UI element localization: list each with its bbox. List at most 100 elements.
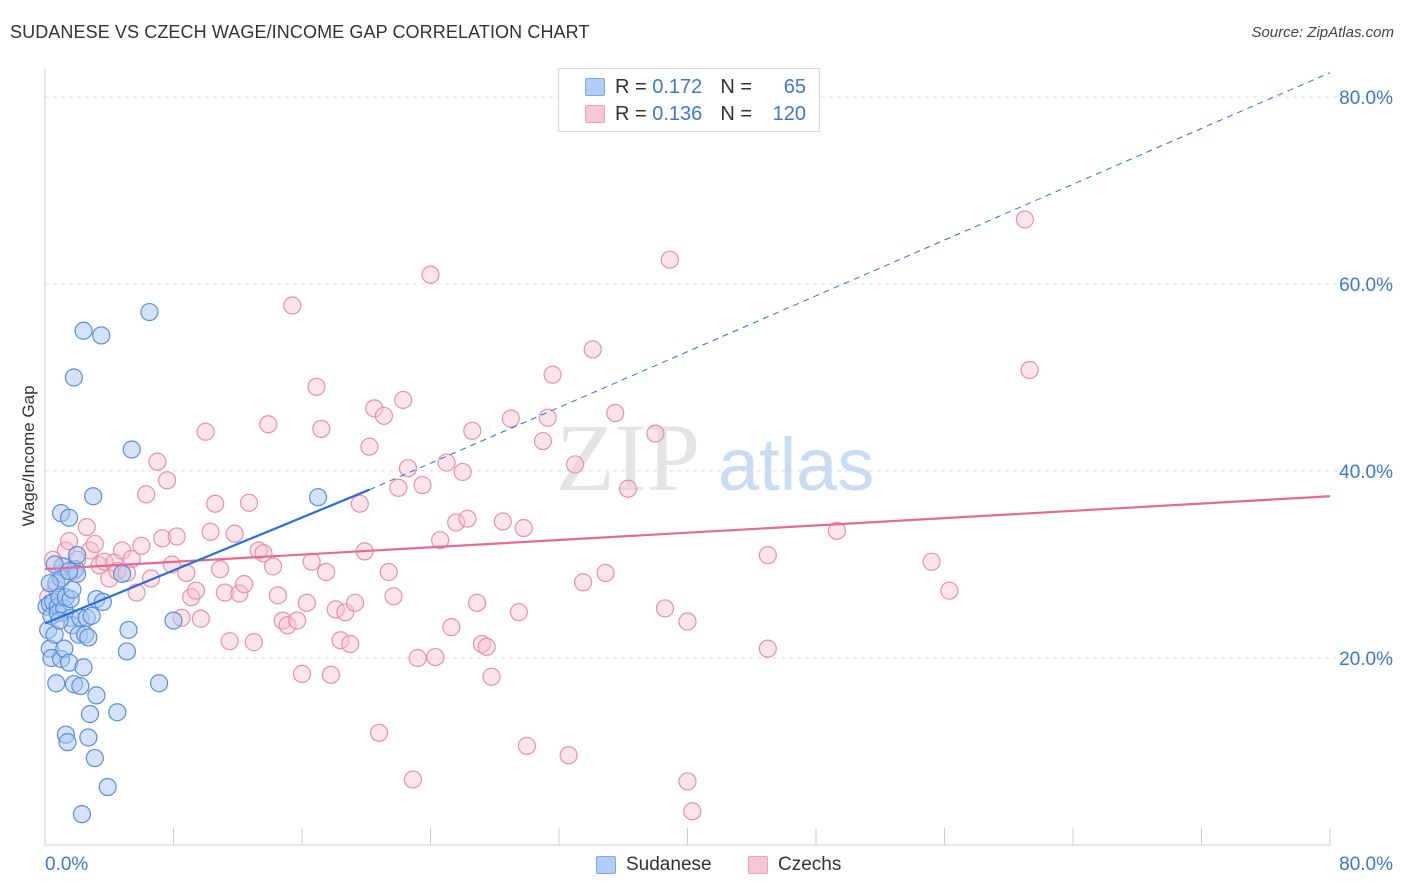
sudanese-point xyxy=(122,440,141,459)
czech-point xyxy=(244,633,263,652)
sudanese-point xyxy=(119,620,138,640)
czech-point xyxy=(210,560,230,579)
sudanese-point xyxy=(79,628,98,647)
legend-label-sudanese: Sudanese xyxy=(626,854,712,875)
sudanese-point xyxy=(64,368,84,387)
czech-point xyxy=(141,569,161,588)
sudanese-point xyxy=(112,564,132,583)
trendlines xyxy=(44,72,1331,625)
czech-point xyxy=(683,802,702,821)
czech-point xyxy=(1020,360,1039,380)
watermark-atlas: atlas xyxy=(718,423,874,506)
stats-legend: R = 0.172 N = 65 R = 0.136 N = 120 xyxy=(558,68,820,132)
czech-point xyxy=(268,586,288,605)
y-tick-label: 80.0% xyxy=(1339,88,1393,109)
y-tick-label: 20.0% xyxy=(1339,649,1393,670)
czech-point xyxy=(370,723,389,742)
czech-point xyxy=(321,665,341,684)
czech-point xyxy=(283,296,302,315)
czech-point xyxy=(477,637,496,656)
sudanese-swatch xyxy=(585,78,605,96)
y-tick-label: 40.0% xyxy=(1339,462,1393,483)
sudanese-points xyxy=(37,302,328,824)
czech-point xyxy=(249,541,268,560)
czech-point xyxy=(596,563,615,583)
sudanese-point xyxy=(74,321,93,340)
y-tick-label: 60.0% xyxy=(1339,275,1393,296)
czech-point xyxy=(573,573,593,592)
czech-point xyxy=(398,459,418,478)
grid-lines xyxy=(45,96,1392,659)
czech-point xyxy=(517,736,536,755)
czech-point xyxy=(447,513,466,532)
sudanese-point xyxy=(164,611,183,630)
legend-label-czechs: Czechs xyxy=(778,854,842,875)
czech-point xyxy=(365,399,384,418)
sudanese-point xyxy=(84,487,103,506)
legend-item-sudanese[interactable]: Sudanese xyxy=(596,852,712,878)
tick-labels: 20.0% 40.0% 60.0% 80.0% 0.0% 80.0% xyxy=(45,88,1393,875)
y-axis-label: Wage/Income Gap xyxy=(19,385,38,526)
czech-point xyxy=(827,521,846,540)
czech-point xyxy=(225,524,244,543)
sudanese-point xyxy=(59,508,79,527)
sudanese-point xyxy=(82,606,101,626)
legend-row-sudanese: R = 0.172 N = 65 xyxy=(585,74,806,100)
czech-point xyxy=(153,529,172,548)
sudanese-point xyxy=(85,748,104,768)
czech-point xyxy=(646,424,665,443)
czech-point xyxy=(678,612,697,631)
czech-point xyxy=(157,471,177,490)
czech-point xyxy=(307,377,326,396)
czech-point xyxy=(655,599,675,618)
sudanese-point xyxy=(58,733,77,752)
czech-point xyxy=(758,639,777,658)
czech-point xyxy=(922,552,941,571)
czech-point xyxy=(302,552,321,571)
czech-point xyxy=(215,583,234,602)
czech-point xyxy=(59,532,79,551)
sudanese-point xyxy=(74,658,93,677)
czech-point xyxy=(413,475,432,495)
x-tick-label: 0.0% xyxy=(45,854,88,875)
czech-point xyxy=(660,250,679,269)
sudanese-trendline-projection xyxy=(369,72,1331,491)
czech-point xyxy=(239,493,259,512)
czech-point xyxy=(278,616,297,635)
czech-point xyxy=(426,647,445,667)
czech-point xyxy=(501,409,520,428)
czech-point xyxy=(379,562,398,582)
czech-point xyxy=(565,455,585,474)
czech-point xyxy=(389,478,408,497)
n-label: N = xyxy=(720,75,752,98)
czech-point xyxy=(316,562,336,582)
sudanese-point xyxy=(68,546,87,565)
sudanese-point xyxy=(149,674,169,693)
watermark: ZIP atlas xyxy=(556,404,874,511)
czech-point xyxy=(453,462,472,482)
czech-point xyxy=(220,632,239,651)
sudanese-point xyxy=(140,302,159,322)
czech-point xyxy=(437,453,456,472)
sudanese-point xyxy=(59,561,79,581)
czech-point xyxy=(408,648,427,668)
legend-item-czechs[interactable]: Czechs xyxy=(748,852,841,878)
sudanese-point xyxy=(79,728,98,747)
czech-point xyxy=(606,403,625,423)
source-credit: Source: ZipAtlas.com xyxy=(1251,24,1394,41)
sudanese-point xyxy=(98,777,117,797)
r-value: 0.136 xyxy=(652,102,703,125)
czech-point xyxy=(259,415,278,434)
czech-legend-swatch xyxy=(748,856,768,874)
sudanese-point xyxy=(71,676,90,696)
czech-point xyxy=(336,603,355,622)
czech-point xyxy=(350,494,369,513)
czech-point xyxy=(559,746,578,765)
sudanese-trendline xyxy=(44,488,370,625)
sudanese-legend-swatch xyxy=(596,856,616,874)
chart-title: SUDANESE VS CZECH WAGE/INCOME GAP CORREL… xyxy=(10,22,590,42)
r-label: R = xyxy=(615,75,647,98)
axes xyxy=(44,68,1331,846)
x-tick-label: 80.0% xyxy=(1339,854,1393,875)
